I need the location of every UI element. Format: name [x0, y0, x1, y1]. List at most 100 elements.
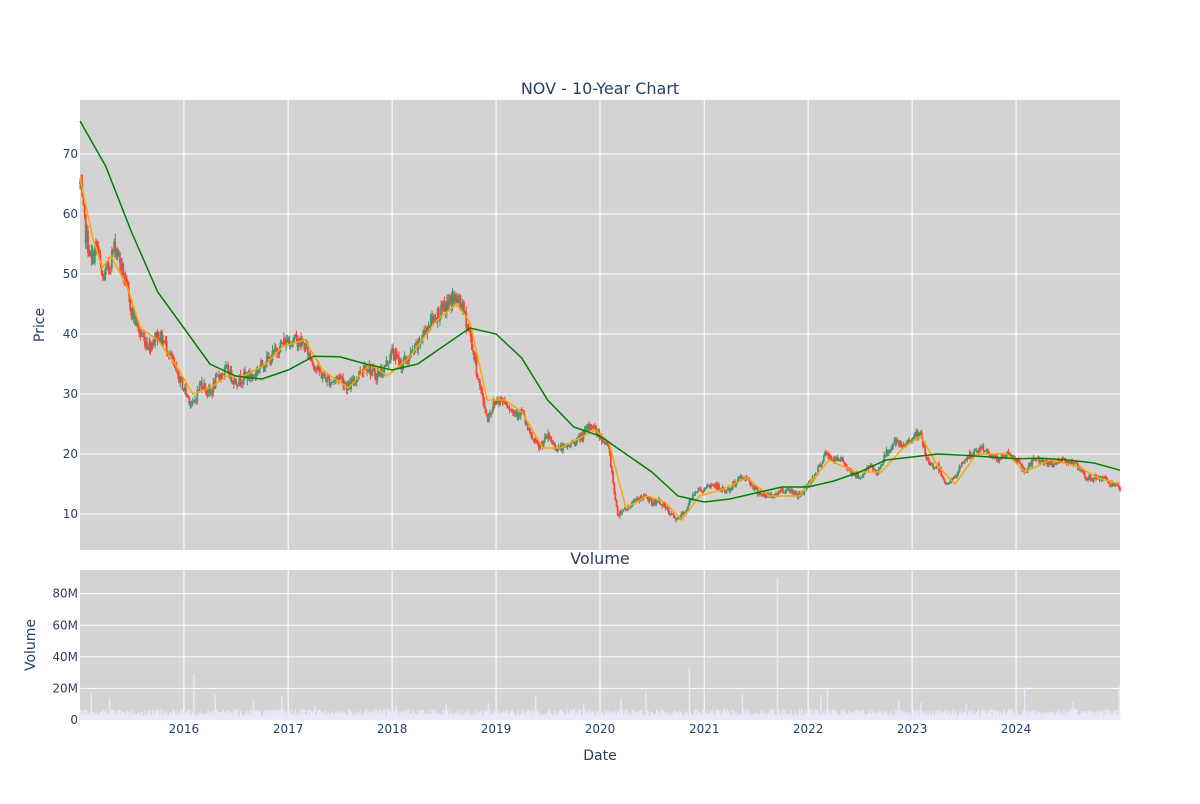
volume-bar	[1102, 715, 1105, 720]
candle-body	[761, 494, 764, 496]
volume-bar	[971, 710, 973, 720]
volume-bar	[767, 713, 769, 720]
volume-bar	[1087, 710, 1089, 720]
volume-bar	[976, 712, 978, 720]
volume-bar	[1005, 714, 1007, 720]
volume-bar	[837, 715, 839, 720]
candle-body	[1038, 458, 1041, 463]
volume-bar	[1014, 715, 1016, 720]
volume-bar	[1109, 711, 1111, 720]
volume-bar	[826, 688, 829, 720]
volume-bar	[663, 711, 665, 720]
candle-body	[301, 341, 304, 346]
candle-body	[710, 484, 712, 488]
volume-bar	[241, 714, 243, 720]
candle-body	[886, 450, 889, 454]
volume-bar	[617, 711, 619, 720]
volume-bar	[490, 714, 492, 720]
candle-body	[502, 400, 505, 402]
volume-bar	[314, 705, 316, 720]
candle-body	[1014, 458, 1017, 462]
candle-body	[370, 371, 373, 375]
volume-bar	[955, 712, 958, 720]
volume-bar	[437, 715, 439, 720]
candle-body	[720, 490, 723, 492]
volume-bar	[236, 715, 238, 720]
candle-body	[742, 477, 744, 479]
candle-body	[505, 400, 507, 405]
volume-bar	[152, 715, 155, 720]
candle-body	[125, 277, 128, 283]
candle-body	[177, 368, 179, 376]
volume-bar	[600, 713, 602, 720]
candle-body	[212, 383, 215, 394]
candle-body	[524, 416, 527, 424]
volume-bar	[962, 713, 964, 720]
volume-bar	[974, 714, 976, 720]
candle-body	[998, 458, 1001, 462]
candle-body	[625, 508, 628, 510]
volume-bar	[1015, 710, 1017, 720]
volume-bar	[445, 704, 447, 720]
volume-bar	[734, 711, 736, 720]
candle-body	[163, 341, 166, 342]
candle-body	[399, 360, 401, 366]
volume-bar	[316, 715, 318, 720]
volume-bar	[90, 693, 93, 720]
volume-bar	[784, 709, 786, 720]
volume-bar	[712, 713, 714, 720]
volume-bar	[574, 709, 576, 720]
volume-bar	[654, 713, 656, 720]
volume-bar	[797, 713, 800, 720]
volume-bar	[721, 711, 724, 720]
candle-body	[548, 433, 551, 440]
volume-bar	[1111, 713, 1113, 720]
candle-body	[1054, 462, 1056, 465]
candle-body	[316, 368, 318, 370]
volume-bar	[1026, 710, 1029, 720]
volume-bar	[210, 712, 212, 720]
volume-bar	[430, 713, 432, 720]
candle-body	[609, 453, 612, 467]
candle-body	[686, 509, 689, 511]
candle-body	[895, 439, 898, 444]
volume-y-tick-label: 40M	[52, 650, 78, 664]
candle-body	[673, 516, 676, 518]
volume-bar	[327, 713, 329, 720]
volume-bar	[604, 709, 607, 720]
candle-body	[613, 482, 616, 494]
volume-bar	[456, 709, 458, 720]
volume-bar	[92, 712, 94, 720]
volume-bar	[220, 711, 222, 720]
volume-bar	[726, 709, 729, 720]
candle-body	[133, 316, 136, 319]
volume-bar	[926, 711, 928, 720]
volume-bar	[497, 714, 499, 720]
volume-bar	[174, 711, 176, 720]
candle-body	[702, 491, 704, 493]
volume-bar	[203, 713, 205, 720]
volume-bar	[579, 709, 581, 720]
volume-bar	[694, 709, 696, 720]
volume-bar	[817, 711, 819, 720]
volume-bar	[948, 713, 950, 720]
volume-bar	[199, 713, 201, 720]
volume-bar	[1091, 711, 1093, 720]
volume-bar	[80, 709, 82, 720]
candle-body	[858, 477, 861, 479]
candle-body	[451, 294, 454, 306]
volume-bar	[951, 712, 953, 720]
volume-bar	[135, 713, 137, 720]
volume-bar	[778, 709, 780, 720]
volume-bar	[904, 713, 906, 720]
candle-body	[590, 425, 593, 427]
candle-body	[241, 380, 244, 384]
volume-bar	[802, 715, 804, 720]
volume-bar	[732, 710, 735, 720]
volume-bar	[398, 710, 400, 720]
candle-body	[1049, 462, 1052, 464]
candle-body	[131, 307, 134, 316]
candle-body	[1024, 472, 1027, 474]
volume-bar	[972, 710, 974, 720]
volume-bar	[238, 715, 240, 720]
